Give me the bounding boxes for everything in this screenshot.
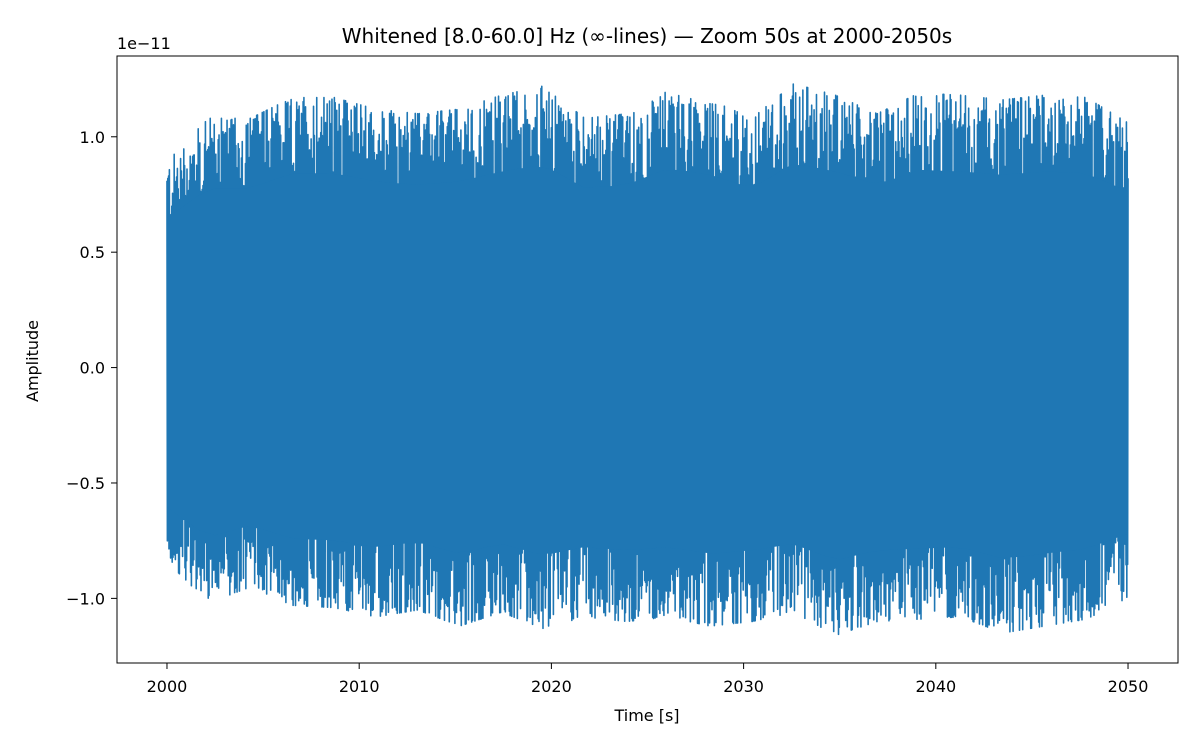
axes-frame	[116, 55, 1179, 664]
y-tick-label: 0.0	[80, 359, 105, 378]
x-tick-label: 2010	[339, 677, 380, 696]
x-tick-label: 2000	[147, 677, 188, 696]
series-layer	[166, 83, 1129, 636]
signal-line	[166, 83, 1129, 636]
plot-area	[116, 55, 1179, 664]
chart-title: Whitened [8.0-60.0] Hz (∞-lines) — Zoom …	[342, 24, 952, 48]
y-axis-label: Amplitude	[23, 320, 42, 402]
y-tick-label: −0.5	[66, 474, 105, 493]
x-tick-label: 2040	[915, 677, 956, 696]
y-axis-ticks: −1.0 −0.5 0.0 0.5 1.0	[66, 128, 117, 608]
x-axis-ticks: 2000 2010 2020 2030 2040 2050	[147, 663, 1149, 696]
y-tick-label: 0.5	[80, 243, 105, 262]
signal-band	[167, 164, 1128, 560]
x-tick-label: 2020	[531, 677, 572, 696]
y-axis-offset-text: 1e−11	[117, 34, 171, 53]
x-tick-label: 2030	[723, 677, 764, 696]
x-tick-label: 2050	[1108, 677, 1149, 696]
y-tick-label: −1.0	[66, 589, 105, 608]
x-axis-label: Time [s]	[613, 706, 679, 725]
y-tick-label: 1.0	[80, 128, 105, 147]
